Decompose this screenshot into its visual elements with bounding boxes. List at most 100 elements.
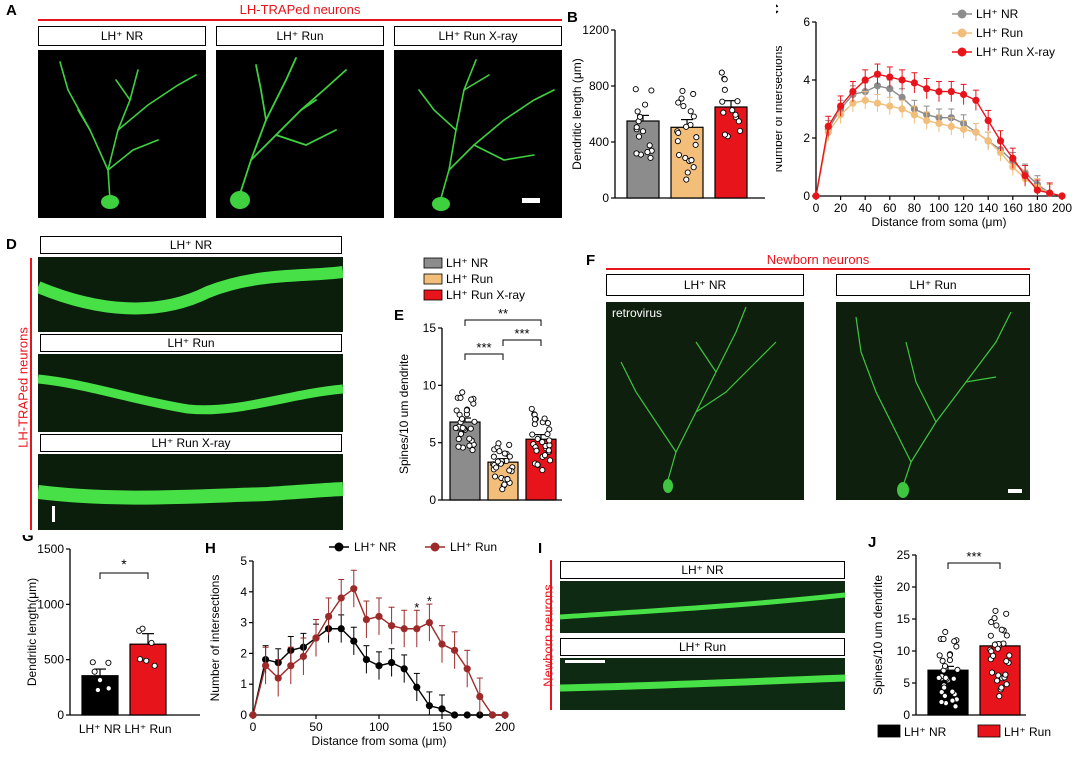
data-point xyxy=(96,677,104,684)
data-point xyxy=(506,453,513,460)
data-point xyxy=(991,641,998,648)
x-tick-label: 200 xyxy=(495,720,515,734)
data-point xyxy=(1006,652,1013,659)
x-tick-label: 150 xyxy=(432,720,452,734)
data-point xyxy=(898,105,906,113)
data-point xyxy=(1009,154,1017,162)
panel-i-side-rule xyxy=(550,560,552,710)
data-point xyxy=(935,88,943,96)
data-point xyxy=(690,164,697,171)
data-point xyxy=(425,702,433,710)
legend-marker xyxy=(957,9,967,19)
data-point xyxy=(136,656,144,663)
data-point xyxy=(960,125,968,133)
data-point xyxy=(998,626,1005,633)
y-tick-label: 5 xyxy=(903,676,910,690)
legend-marker xyxy=(430,542,440,552)
data-point xyxy=(274,674,282,682)
x-tick-label: LH⁺ NR xyxy=(79,722,122,736)
panel-i-image-run xyxy=(560,658,845,710)
panel-i-image-nr xyxy=(560,581,845,633)
data-point xyxy=(910,79,918,87)
y-tick-label: 0 xyxy=(903,708,910,722)
significance-marker: *** xyxy=(514,326,529,341)
data-point xyxy=(501,481,508,488)
data-point xyxy=(812,192,820,200)
data-point xyxy=(459,389,466,396)
panel-a-label: A xyxy=(6,2,17,19)
legend-entry: LH⁺ NR xyxy=(446,256,489,270)
data-point xyxy=(466,435,473,442)
data-point xyxy=(873,70,882,78)
data-point xyxy=(1003,632,1010,639)
data-point xyxy=(719,98,726,105)
bar xyxy=(449,421,481,501)
data-point xyxy=(495,440,502,447)
y-tick-label: 20 xyxy=(897,580,911,594)
data-point xyxy=(544,420,552,427)
data-point xyxy=(1046,189,1054,197)
data-point xyxy=(998,684,1005,691)
bar xyxy=(714,106,748,199)
y-tick-label: 1200 xyxy=(582,23,609,37)
data-point xyxy=(362,615,370,624)
significance-marker: *** xyxy=(476,340,491,355)
data-point xyxy=(994,645,1001,652)
data-point xyxy=(946,651,953,659)
data-point xyxy=(463,665,471,673)
data-point xyxy=(633,124,640,131)
data-point xyxy=(994,677,1001,684)
legend-entry: LH⁺ NR xyxy=(354,540,397,554)
data-point xyxy=(861,76,869,84)
data-point xyxy=(692,141,699,148)
y-tick-label: 2 xyxy=(240,646,247,660)
data-point xyxy=(721,86,728,93)
data-point xyxy=(287,662,295,670)
y-tick-label: 0 xyxy=(429,493,436,507)
y-tick-label: 0 xyxy=(57,708,64,722)
data-point xyxy=(737,127,744,134)
y-axis-label: Number of intersections xyxy=(208,575,222,702)
data-point xyxy=(457,430,465,437)
data-point xyxy=(476,692,484,701)
data-point xyxy=(262,662,270,670)
data-point xyxy=(635,133,643,140)
data-point xyxy=(941,692,948,699)
data-point xyxy=(923,85,931,93)
data-point xyxy=(388,622,396,630)
data-point xyxy=(886,73,894,81)
data-point xyxy=(935,119,943,128)
significance-bracket xyxy=(464,319,542,326)
data-point xyxy=(547,457,554,464)
panel-d-header-xray: LH⁺ Run X-ray xyxy=(40,434,342,452)
legend-swatch xyxy=(877,724,901,738)
panel-f-header-nr: LH⁺ NR xyxy=(606,274,804,296)
data-point xyxy=(949,688,956,695)
data-point xyxy=(501,711,509,719)
legend-swatch xyxy=(423,257,443,269)
y-tick-label: 800 xyxy=(589,79,609,93)
x-tick-label: 100 xyxy=(369,720,389,734)
data-point xyxy=(105,659,112,666)
data-point xyxy=(337,625,345,633)
data-point xyxy=(886,102,894,110)
significance-bracket xyxy=(947,562,1001,569)
panel-d-image-run xyxy=(38,354,343,432)
data-point xyxy=(729,107,736,114)
data-point xyxy=(546,426,553,433)
data-point xyxy=(455,436,462,443)
data-point xyxy=(469,447,476,454)
data-point xyxy=(642,101,649,108)
data-point xyxy=(690,113,697,120)
data-point xyxy=(721,76,728,83)
y-tick-label: 25 xyxy=(897,548,911,562)
x-tick-label: 50 xyxy=(309,720,323,734)
data-point xyxy=(646,142,653,149)
data-point xyxy=(534,435,541,442)
data-point xyxy=(647,154,654,161)
data-point xyxy=(898,93,906,101)
data-point xyxy=(504,476,511,483)
data-point xyxy=(688,157,695,164)
data-point xyxy=(541,415,548,422)
panel-d-image-xray xyxy=(38,454,343,530)
